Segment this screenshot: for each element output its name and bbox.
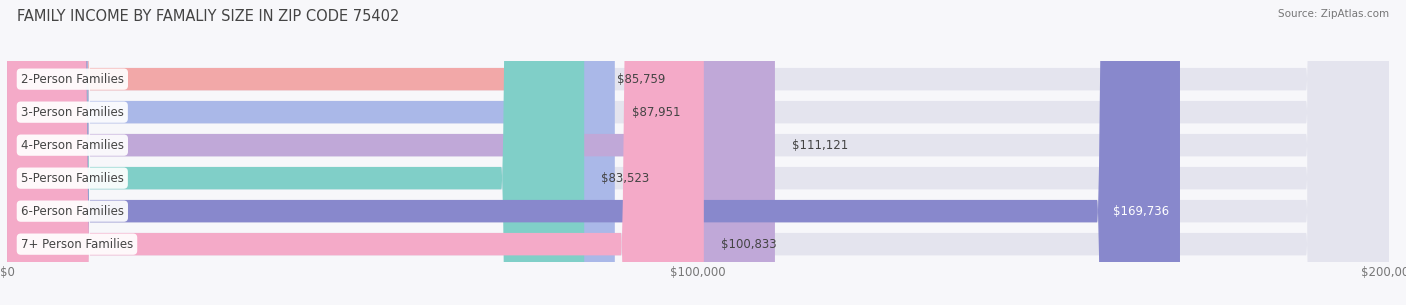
FancyBboxPatch shape xyxy=(7,0,1389,305)
FancyBboxPatch shape xyxy=(7,0,1389,305)
FancyBboxPatch shape xyxy=(7,0,614,305)
FancyBboxPatch shape xyxy=(7,0,1389,305)
Text: 7+ Person Families: 7+ Person Families xyxy=(21,238,134,251)
Text: 2-Person Families: 2-Person Families xyxy=(21,73,124,86)
Text: 5-Person Families: 5-Person Families xyxy=(21,172,124,185)
Text: $100,833: $100,833 xyxy=(721,238,776,251)
Text: $87,951: $87,951 xyxy=(633,106,681,119)
FancyBboxPatch shape xyxy=(7,0,1389,305)
Text: Source: ZipAtlas.com: Source: ZipAtlas.com xyxy=(1278,9,1389,19)
FancyBboxPatch shape xyxy=(7,0,1180,305)
FancyBboxPatch shape xyxy=(7,0,1389,305)
Text: $169,736: $169,736 xyxy=(1114,205,1170,218)
Text: $111,121: $111,121 xyxy=(792,139,848,152)
FancyBboxPatch shape xyxy=(7,0,600,305)
Text: $85,759: $85,759 xyxy=(617,73,665,86)
FancyBboxPatch shape xyxy=(7,0,1389,305)
FancyBboxPatch shape xyxy=(7,0,585,305)
Text: $83,523: $83,523 xyxy=(602,172,650,185)
Text: FAMILY INCOME BY FAMALIY SIZE IN ZIP CODE 75402: FAMILY INCOME BY FAMALIY SIZE IN ZIP COD… xyxy=(17,9,399,24)
Text: 4-Person Families: 4-Person Families xyxy=(21,139,124,152)
FancyBboxPatch shape xyxy=(7,0,704,305)
FancyBboxPatch shape xyxy=(7,0,775,305)
Text: 3-Person Families: 3-Person Families xyxy=(21,106,124,119)
Text: 6-Person Families: 6-Person Families xyxy=(21,205,124,218)
